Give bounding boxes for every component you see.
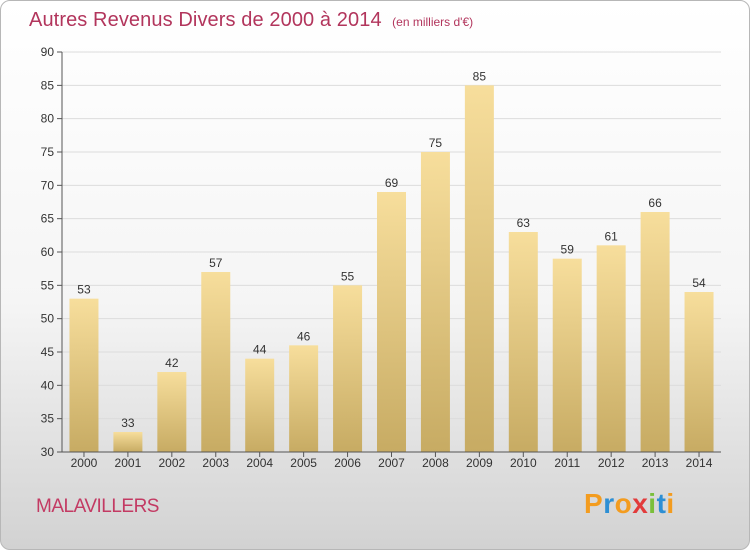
x-tick-label-2005: 2005 <box>290 456 317 470</box>
value-label-2006: 55 <box>341 269 355 283</box>
proxiti-logo: Proxiti <box>584 488 675 520</box>
page-title: Autres Revenus Divers de 2000 à 2014 <box>29 9 382 31</box>
x-tick-label-2011: 2011 <box>554 456 580 470</box>
bar-2000 <box>69 298 99 452</box>
value-label-2010: 63 <box>517 216 531 230</box>
value-label-2002: 42 <box>165 356 179 370</box>
y-tick-label-30: 30 <box>41 445 55 459</box>
logo-letter: i <box>666 488 675 519</box>
x-tick-label-2012: 2012 <box>598 456 625 470</box>
title-block: Autres Revenus Divers de 2000 à 2014 (en… <box>29 9 473 32</box>
x-tick-label-2013: 2013 <box>642 456 669 470</box>
bar-2006 <box>333 285 363 452</box>
y-tick-label-90: 90 <box>41 45 55 59</box>
bar-2002 <box>157 372 187 452</box>
y-tick-label-75: 75 <box>41 145 55 159</box>
value-label-2011: 59 <box>561 243 575 257</box>
value-label-2008: 75 <box>429 136 443 150</box>
value-label-2014: 54 <box>692 276 706 290</box>
logo-letter: t <box>656 488 667 519</box>
bars <box>69 85 714 452</box>
bar-2001 <box>113 432 143 452</box>
value-label-2013: 66 <box>648 196 662 210</box>
x-tick-label-2006: 2006 <box>334 456 361 470</box>
value-label-2001: 33 <box>121 416 135 430</box>
axes: 30 35 40 45 50 55 60 65 70 75 80 85 90 2000 2001 2002 20… <box>41 45 721 470</box>
x-tick-label-2002: 2002 <box>158 456 185 470</box>
bar-2007 <box>377 192 406 452</box>
data-labels: 53 33 42 57 44 46 55 69 75 85 63 59 61 66 54 <box>77 69 706 430</box>
logo-letter: i <box>648 488 657 519</box>
value-label-2005: 46 <box>297 329 311 343</box>
bar-2010 <box>508 232 538 452</box>
page-subtitle: (en milliers d'€) <box>392 15 474 29</box>
x-tick-label-2000: 2000 <box>71 456 98 470</box>
logo-letter: o <box>614 488 633 519</box>
x-tick-label-2009: 2009 <box>466 456 493 470</box>
x-tick-label-2004: 2004 <box>246 456 273 470</box>
logo-letter: r <box>603 488 615 519</box>
bar-2009 <box>464 85 494 452</box>
bar-2011 <box>552 258 582 452</box>
value-label-2012: 61 <box>604 229 618 243</box>
bar-2014 <box>684 292 714 452</box>
y-tick-label-80: 80 <box>41 112 55 126</box>
y-tick-label-40: 40 <box>41 378 55 392</box>
y-tick-label-60: 60 <box>41 245 55 259</box>
value-label-2009: 85 <box>473 69 487 83</box>
y-tick-label-85: 85 <box>41 78 55 92</box>
bar-2008 <box>420 152 450 452</box>
location-label: MALAVILLERS <box>36 496 159 517</box>
y-tick-label-35: 35 <box>41 412 55 426</box>
value-label-2003: 57 <box>209 256 223 270</box>
x-tick-label-2014: 2014 <box>686 456 713 470</box>
x-tick-label-2001: 2001 <box>115 456 142 470</box>
logo-letter: P <box>584 488 604 519</box>
y-tick-label-65: 65 <box>41 212 55 226</box>
x-tick-label-2010: 2010 <box>510 456 537 470</box>
value-label-2007: 69 <box>385 176 399 190</box>
x-tick-label-2008: 2008 <box>422 456 449 470</box>
value-label-2000: 53 <box>77 283 91 297</box>
bar-2005 <box>289 345 319 452</box>
y-tick-label-45: 45 <box>41 345 55 359</box>
bar-2003 <box>201 272 231 452</box>
y-tick-label-50: 50 <box>41 312 55 326</box>
x-tick-label-2007: 2007 <box>378 456 405 470</box>
bar-2013 <box>640 212 670 452</box>
x-tick-label-2003: 2003 <box>202 456 229 470</box>
y-tick-label-55: 55 <box>41 278 55 292</box>
bar-2004 <box>245 358 275 452</box>
logo-letter: x <box>632 488 649 519</box>
y-tick-label-70: 70 <box>41 178 55 192</box>
value-label-2004: 44 <box>253 343 267 357</box>
bar-2012 <box>596 245 626 452</box>
